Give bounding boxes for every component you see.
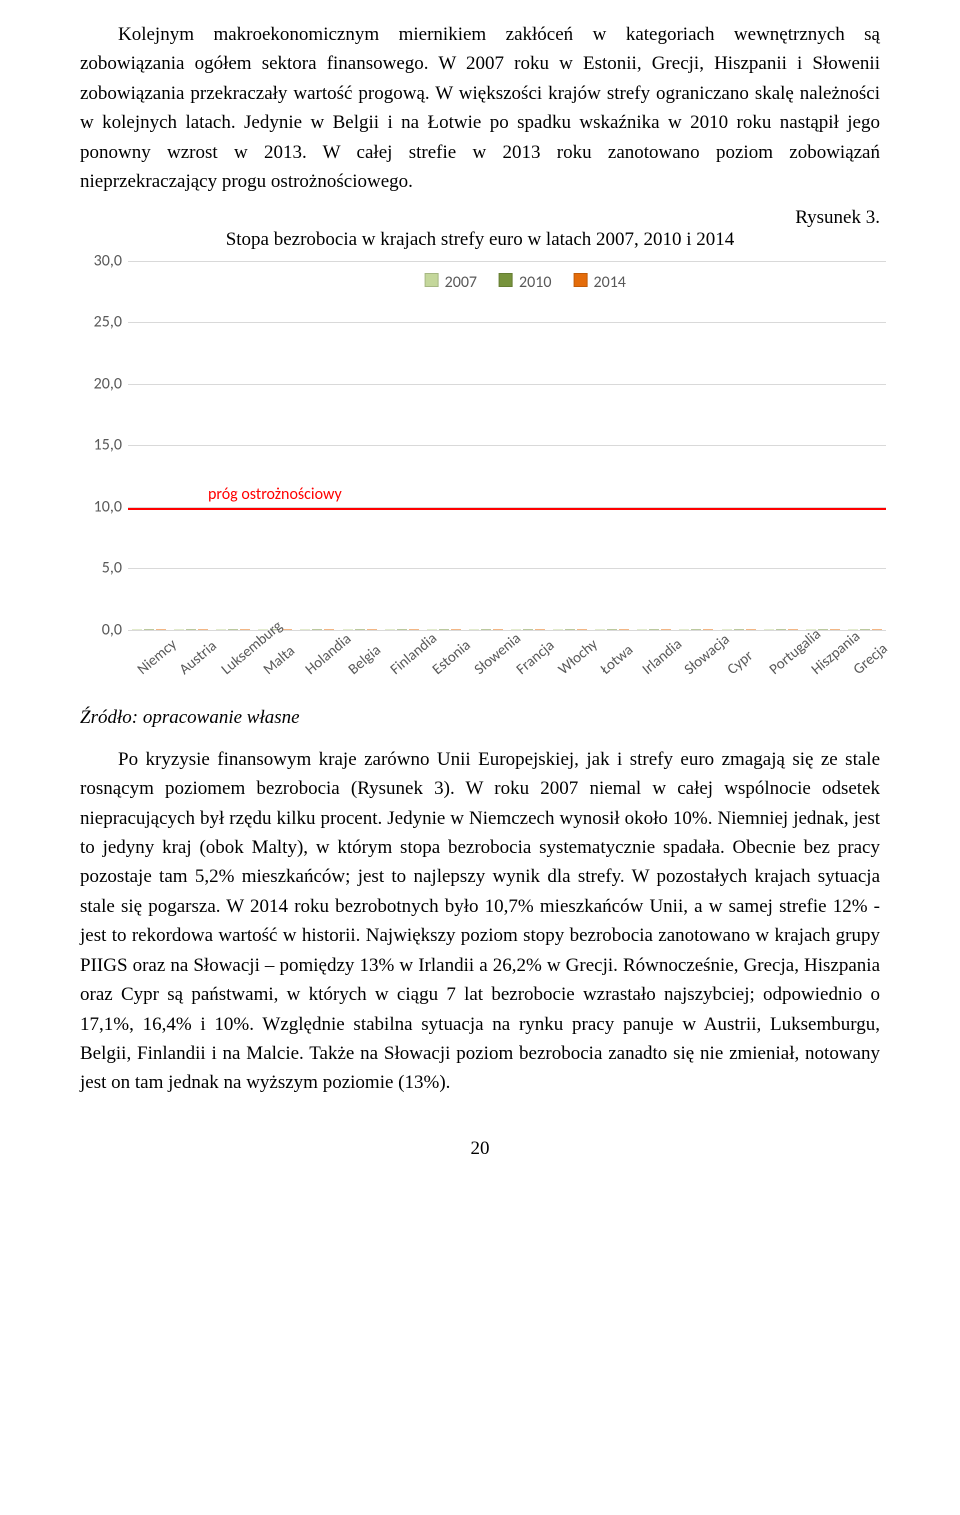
x-axis-label: Włochy (555, 635, 602, 678)
legend-2007: 2007 (445, 273, 477, 292)
x-axis-label: Austria (176, 637, 221, 679)
chart-legend: 2007 2010 2014 (425, 273, 626, 292)
page-number: 20 (80, 1138, 880, 1160)
paragraph-2: Po kryzysie finansowym kraje zarówno Uni… (80, 745, 880, 1098)
unemployment-chart: próg ostrożnościowy 0,05,010,015,020,025… (80, 261, 890, 691)
threshold-label: próg ostrożnościowy (208, 485, 342, 504)
x-axis-label: Finlandia (387, 629, 441, 678)
paragraph-1: Kolejnym makroekonomicznym miernikiem za… (80, 20, 880, 197)
x-axis-label: Niemcy (134, 635, 181, 678)
legend-2010: 2010 (519, 273, 551, 292)
figure-caption: Stopa bezrobocia w krajach strefy euro w… (80, 229, 880, 251)
x-axis-label: Cypr (724, 647, 757, 679)
figure-number: Rysunek 3. (80, 207, 880, 229)
x-axis-label: Słowacja (681, 630, 733, 678)
x-axis-label: Łotwa (597, 641, 637, 679)
x-axis-label: Słowenia (471, 629, 525, 678)
legend-2014: 2014 (593, 273, 625, 292)
source-text: Źródło: opracowanie własne (80, 707, 880, 729)
x-axis-label: Irlandia (639, 635, 686, 678)
x-axis-label: Holandia (302, 630, 355, 679)
